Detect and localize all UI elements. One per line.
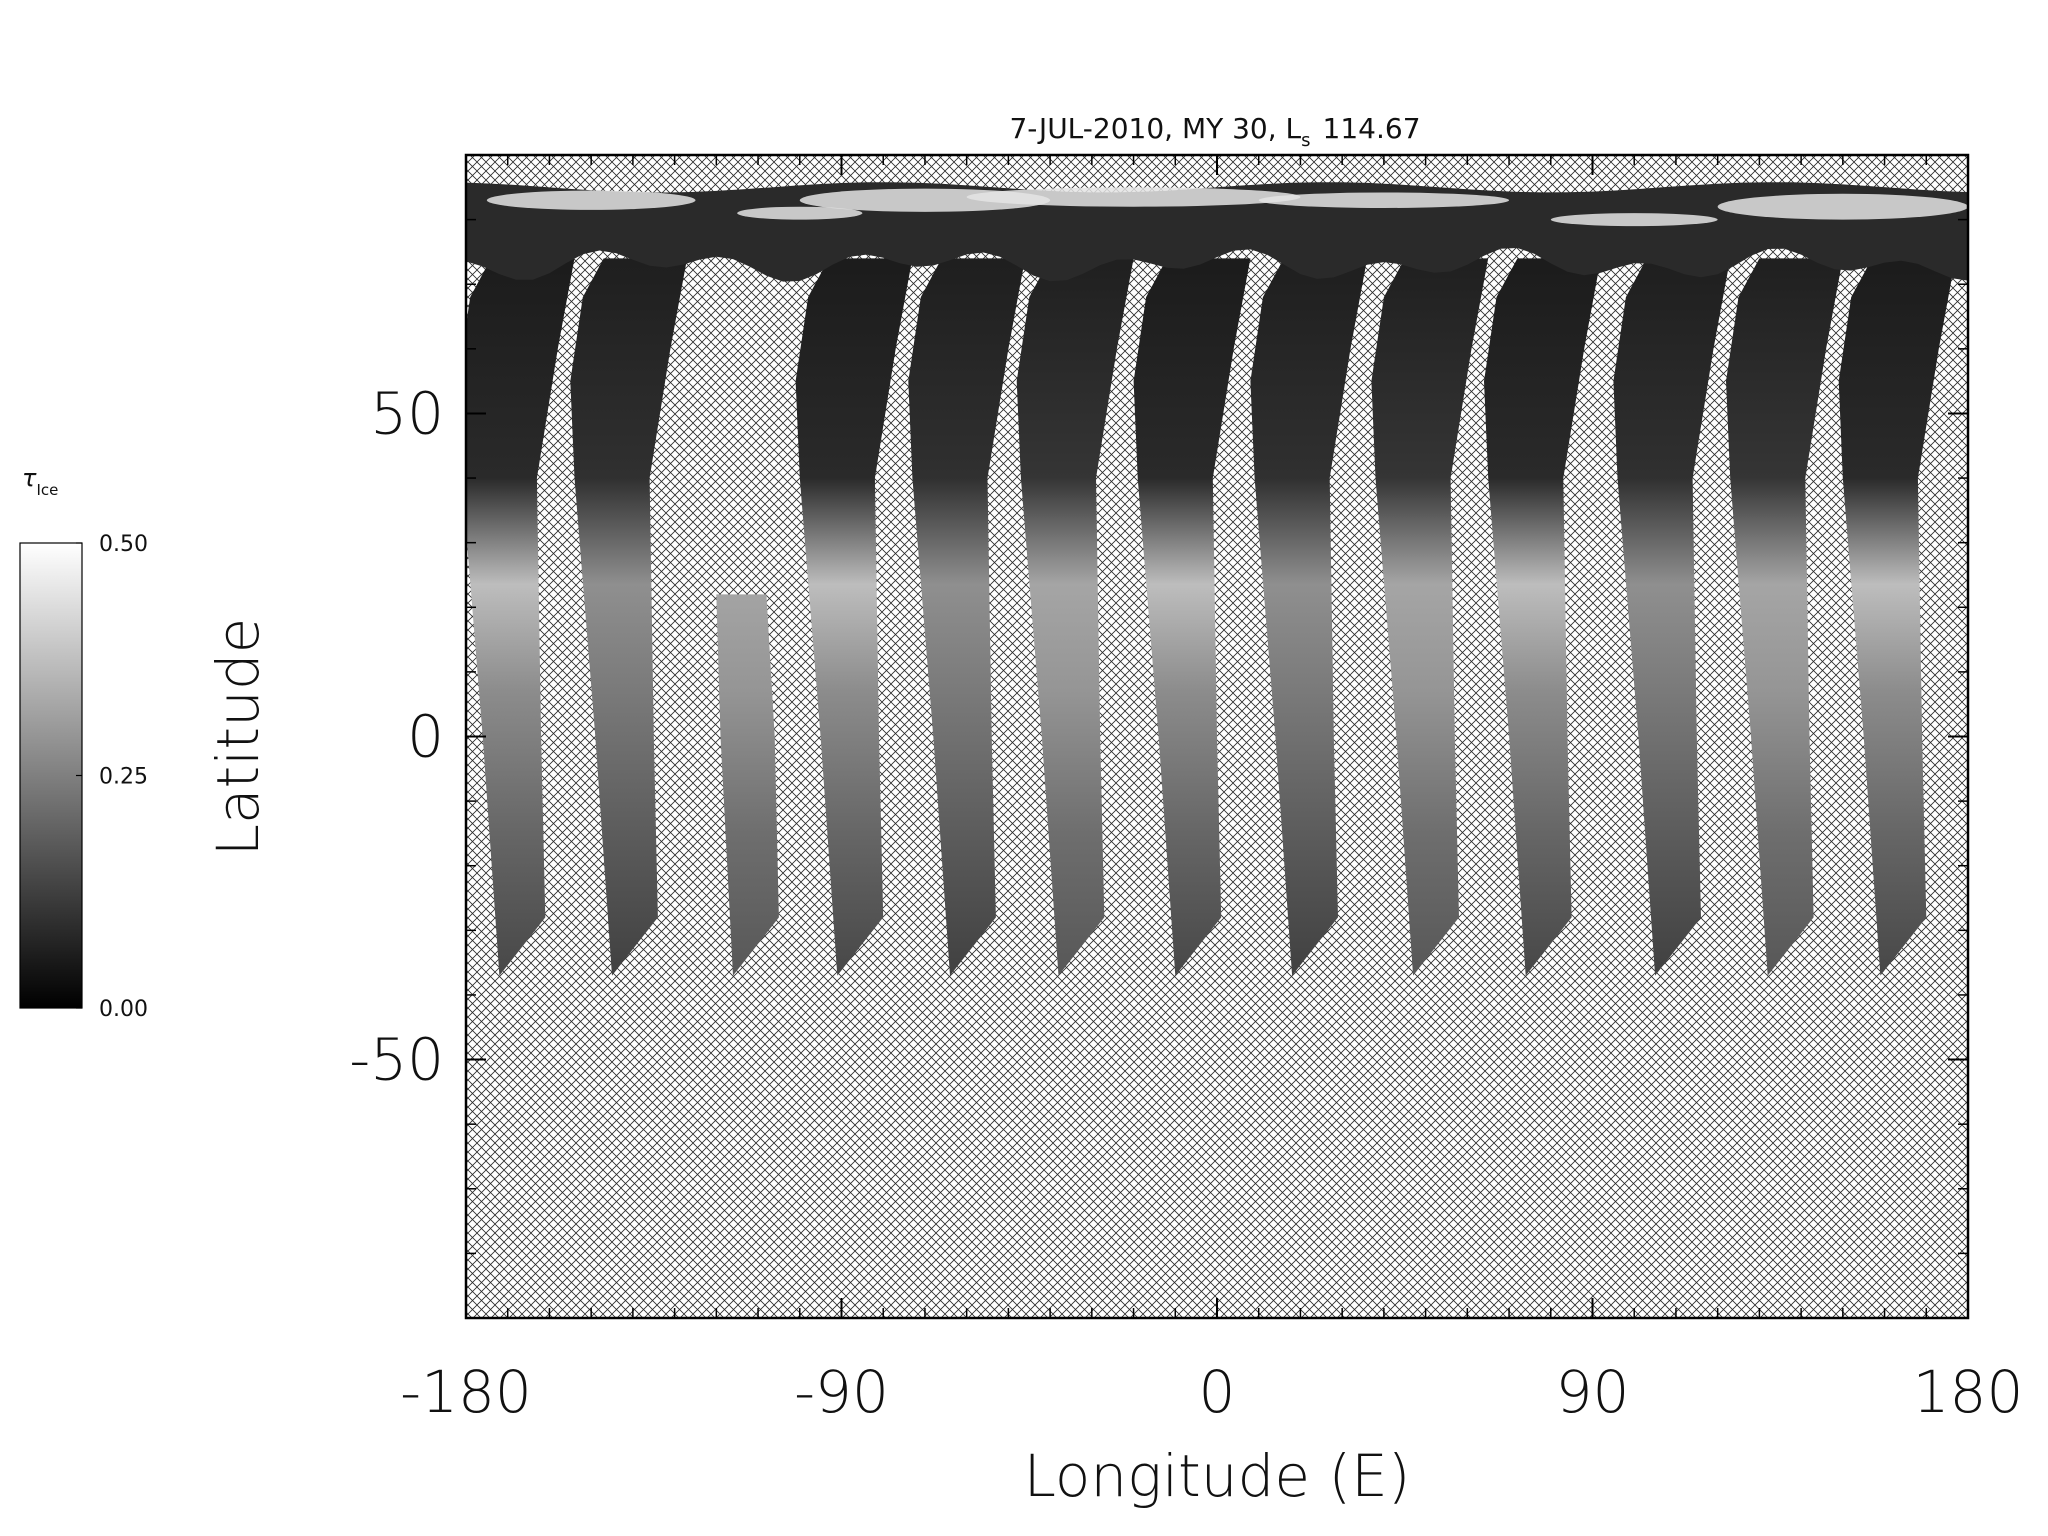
- y-tick-label: -50: [349, 1026, 444, 1094]
- title-subscript: s: [1301, 130, 1310, 151]
- title-ls: 114.67: [1323, 112, 1421, 145]
- y-axis-label: Latitude: [204, 618, 272, 857]
- x-tick-label: -90: [794, 1358, 889, 1426]
- y-tick-label: 0: [407, 703, 444, 771]
- chart-title: 7-JUL-2010, MY 30, Ls 114.67: [1009, 112, 1420, 151]
- polar-ice: [966, 187, 1301, 207]
- swath: [1250, 258, 1368, 976]
- x-tick-label: 180: [1913, 1358, 2024, 1426]
- title-text: 7-JUL-2010, MY 30, L: [1009, 112, 1301, 145]
- colorbar-subscript: Ice: [36, 481, 58, 499]
- colorbar-tick-label: 0.00: [99, 997, 148, 1022]
- swath: [795, 258, 913, 976]
- colorbar: 0.00 0.25 0.50: [19, 532, 148, 1022]
- map-area: [466, 155, 1968, 1318]
- swath: [466, 258, 575, 976]
- swath: [1371, 258, 1489, 976]
- colorbar-tick-label: 0.25: [99, 765, 148, 790]
- colorbar-label: τIce: [22, 464, 58, 499]
- polar-ice: [486, 190, 696, 210]
- x-tick-label: 90: [1556, 1358, 1630, 1426]
- swath: [716, 594, 779, 976]
- colorbar-gradient: [19, 542, 83, 1009]
- axes: -180 -90 0 90 180 -50 0 50: [349, 153, 2024, 1426]
- polar-ice: [1258, 192, 1510, 208]
- swath: [908, 258, 1026, 976]
- swath: [1016, 258, 1134, 976]
- polar-ice: [1717, 193, 1968, 220]
- swath: [1726, 258, 1843, 976]
- polar-ice: [1550, 213, 1718, 227]
- colorbar-tick-label: 0.50: [99, 532, 148, 557]
- colorbar-symbol: τ: [22, 464, 37, 492]
- swath: [570, 258, 688, 976]
- x-tick-label: -180: [400, 1358, 532, 1426]
- y-tick-label: 50: [370, 379, 444, 447]
- swath: [1613, 258, 1731, 976]
- swath: [1838, 258, 1956, 976]
- swath: [1133, 258, 1251, 976]
- polar-ice: [737, 206, 863, 220]
- x-tick-label: 0: [1199, 1358, 1236, 1426]
- x-axis-label: Longitude (E): [1024, 1442, 1411, 1510]
- swath: [1484, 258, 1601, 976]
